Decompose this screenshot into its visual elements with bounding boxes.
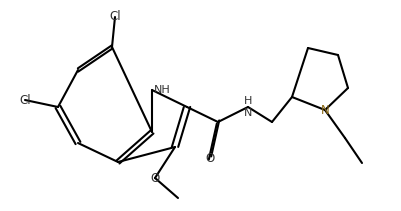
Text: Cl: Cl [109, 11, 121, 23]
Text: Cl: Cl [19, 93, 31, 107]
Text: H
N: H N [244, 96, 252, 118]
Text: O: O [205, 151, 215, 165]
Text: N: N [321, 104, 329, 116]
Text: NH: NH [154, 85, 171, 95]
Text: O: O [150, 172, 160, 184]
